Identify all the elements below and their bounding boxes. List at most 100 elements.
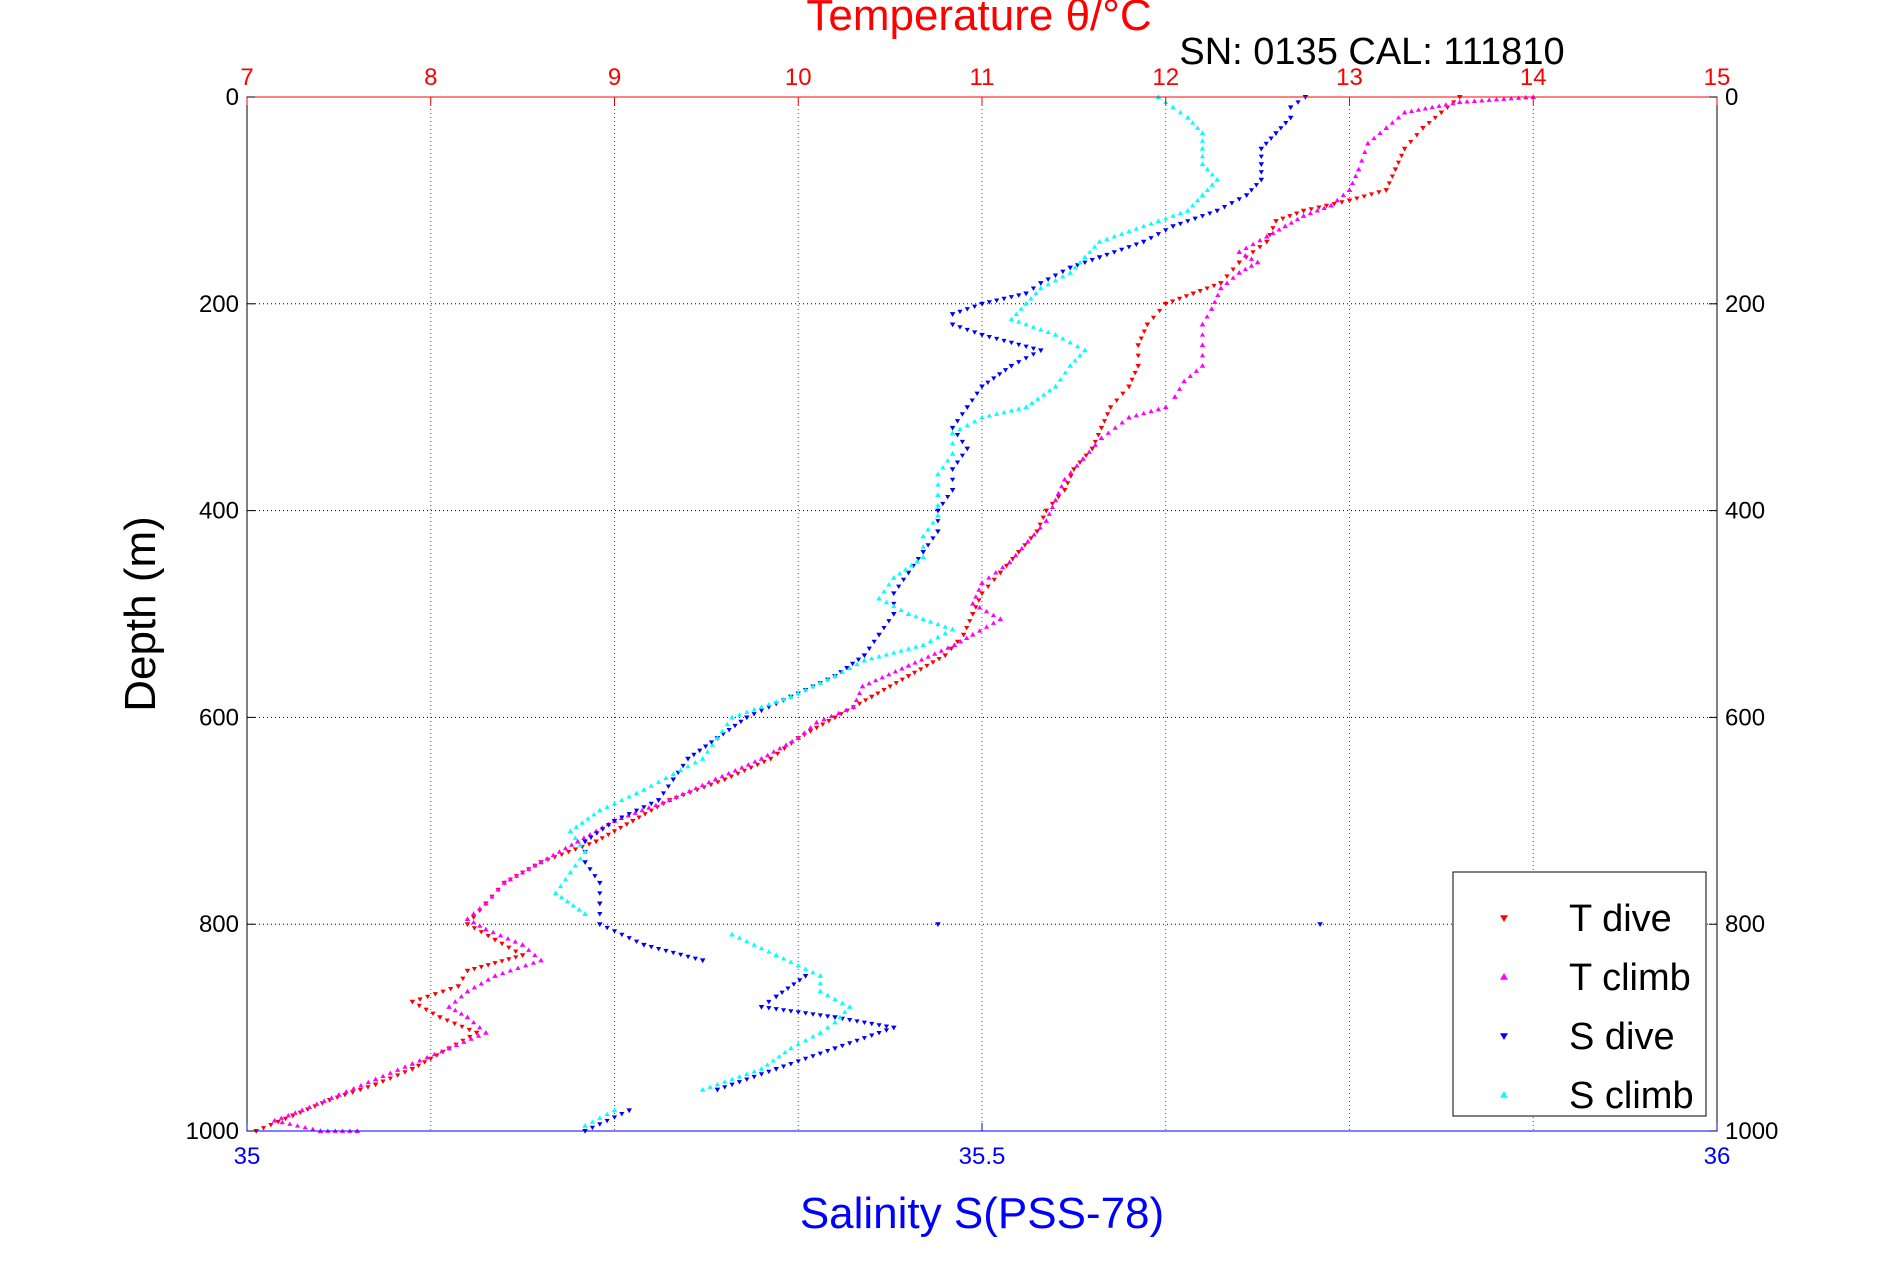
data-point xyxy=(478,965,484,970)
data-point xyxy=(1018,306,1024,311)
data-point xyxy=(817,973,824,978)
data-point xyxy=(1183,294,1190,299)
data-point xyxy=(977,604,983,610)
data-point xyxy=(814,725,820,731)
legend-marker xyxy=(1500,973,1508,980)
data-point xyxy=(959,412,965,417)
data-point xyxy=(920,616,926,621)
data-point xyxy=(1276,227,1282,232)
data-point xyxy=(1376,190,1382,195)
data-point xyxy=(758,1072,765,1077)
data-point xyxy=(574,838,581,844)
data-point xyxy=(646,805,652,810)
data-point xyxy=(773,1067,779,1072)
data-point xyxy=(432,992,438,997)
data-point xyxy=(685,763,691,769)
data-point xyxy=(972,330,978,335)
data-point xyxy=(372,1082,379,1088)
data-point xyxy=(949,467,956,473)
data-point xyxy=(1033,290,1039,296)
data-point xyxy=(1025,538,1031,544)
data-point xyxy=(532,952,538,958)
data-point xyxy=(1052,332,1059,337)
data-point xyxy=(788,1061,794,1067)
data-point xyxy=(1181,378,1187,384)
data-point xyxy=(957,638,964,644)
data-point xyxy=(597,901,603,907)
data-point xyxy=(1230,275,1236,280)
data-point xyxy=(499,941,505,947)
data-point xyxy=(1082,260,1088,266)
data-point xyxy=(321,1098,327,1103)
data-point xyxy=(1034,529,1040,535)
data-point xyxy=(1132,370,1138,376)
data-point xyxy=(471,926,477,931)
data-point xyxy=(967,619,973,624)
data-point xyxy=(854,661,860,667)
data-point xyxy=(1148,408,1154,414)
data-point xyxy=(1377,130,1383,136)
data-point xyxy=(287,1121,293,1126)
data-point xyxy=(513,873,520,878)
data-point xyxy=(783,742,789,747)
data-point xyxy=(868,694,875,700)
data-point xyxy=(1221,205,1228,210)
data-point xyxy=(976,598,982,603)
data-point xyxy=(611,800,618,806)
data-point xyxy=(881,588,887,594)
data-point xyxy=(1218,285,1224,291)
data-point xyxy=(1218,281,1224,286)
data-point xyxy=(876,1023,882,1028)
data-point xyxy=(1112,425,1118,430)
data-point xyxy=(1199,130,1206,136)
data-point xyxy=(780,956,787,961)
data-point xyxy=(726,770,732,776)
data-point xyxy=(973,605,979,610)
data-point xyxy=(738,719,744,725)
data-point xyxy=(1052,497,1059,503)
data-point xyxy=(1264,233,1270,239)
data-point xyxy=(970,612,976,617)
data-point xyxy=(949,487,956,493)
data-point xyxy=(942,624,948,629)
data-point xyxy=(1065,481,1071,486)
data-point xyxy=(973,594,979,599)
data-point xyxy=(1052,273,1059,278)
data-point xyxy=(1263,141,1269,147)
data-point xyxy=(365,1079,371,1085)
data-point xyxy=(766,705,772,710)
data-point xyxy=(1083,453,1089,459)
data-point xyxy=(1092,244,1098,249)
data-point xyxy=(633,790,640,796)
data-point xyxy=(719,728,725,734)
data-point xyxy=(732,723,738,729)
data-point xyxy=(572,847,579,852)
data-point xyxy=(886,582,892,587)
data-point xyxy=(464,968,471,974)
data-point xyxy=(685,756,691,762)
data-point xyxy=(1061,487,1068,493)
data-point xyxy=(850,661,856,667)
data-point xyxy=(846,1004,853,1009)
data-point xyxy=(1148,236,1154,241)
data-point xyxy=(736,935,743,940)
data-point xyxy=(1258,170,1264,175)
data-point xyxy=(883,1028,890,1033)
data-point xyxy=(1248,256,1255,261)
data-point xyxy=(1120,391,1126,397)
data-point xyxy=(1436,103,1442,108)
data-point xyxy=(552,890,559,896)
data-point xyxy=(665,784,671,789)
data-point xyxy=(1023,321,1029,327)
data-point xyxy=(1282,223,1288,229)
data-point xyxy=(1030,352,1037,357)
data-point xyxy=(582,839,588,845)
data-point xyxy=(1135,343,1141,348)
data-point xyxy=(986,334,992,340)
data-point xyxy=(825,676,831,682)
data-point xyxy=(935,512,941,518)
temperature-tick-label: 10 xyxy=(785,64,812,91)
data-point xyxy=(415,1063,422,1069)
data-point xyxy=(1170,224,1176,230)
